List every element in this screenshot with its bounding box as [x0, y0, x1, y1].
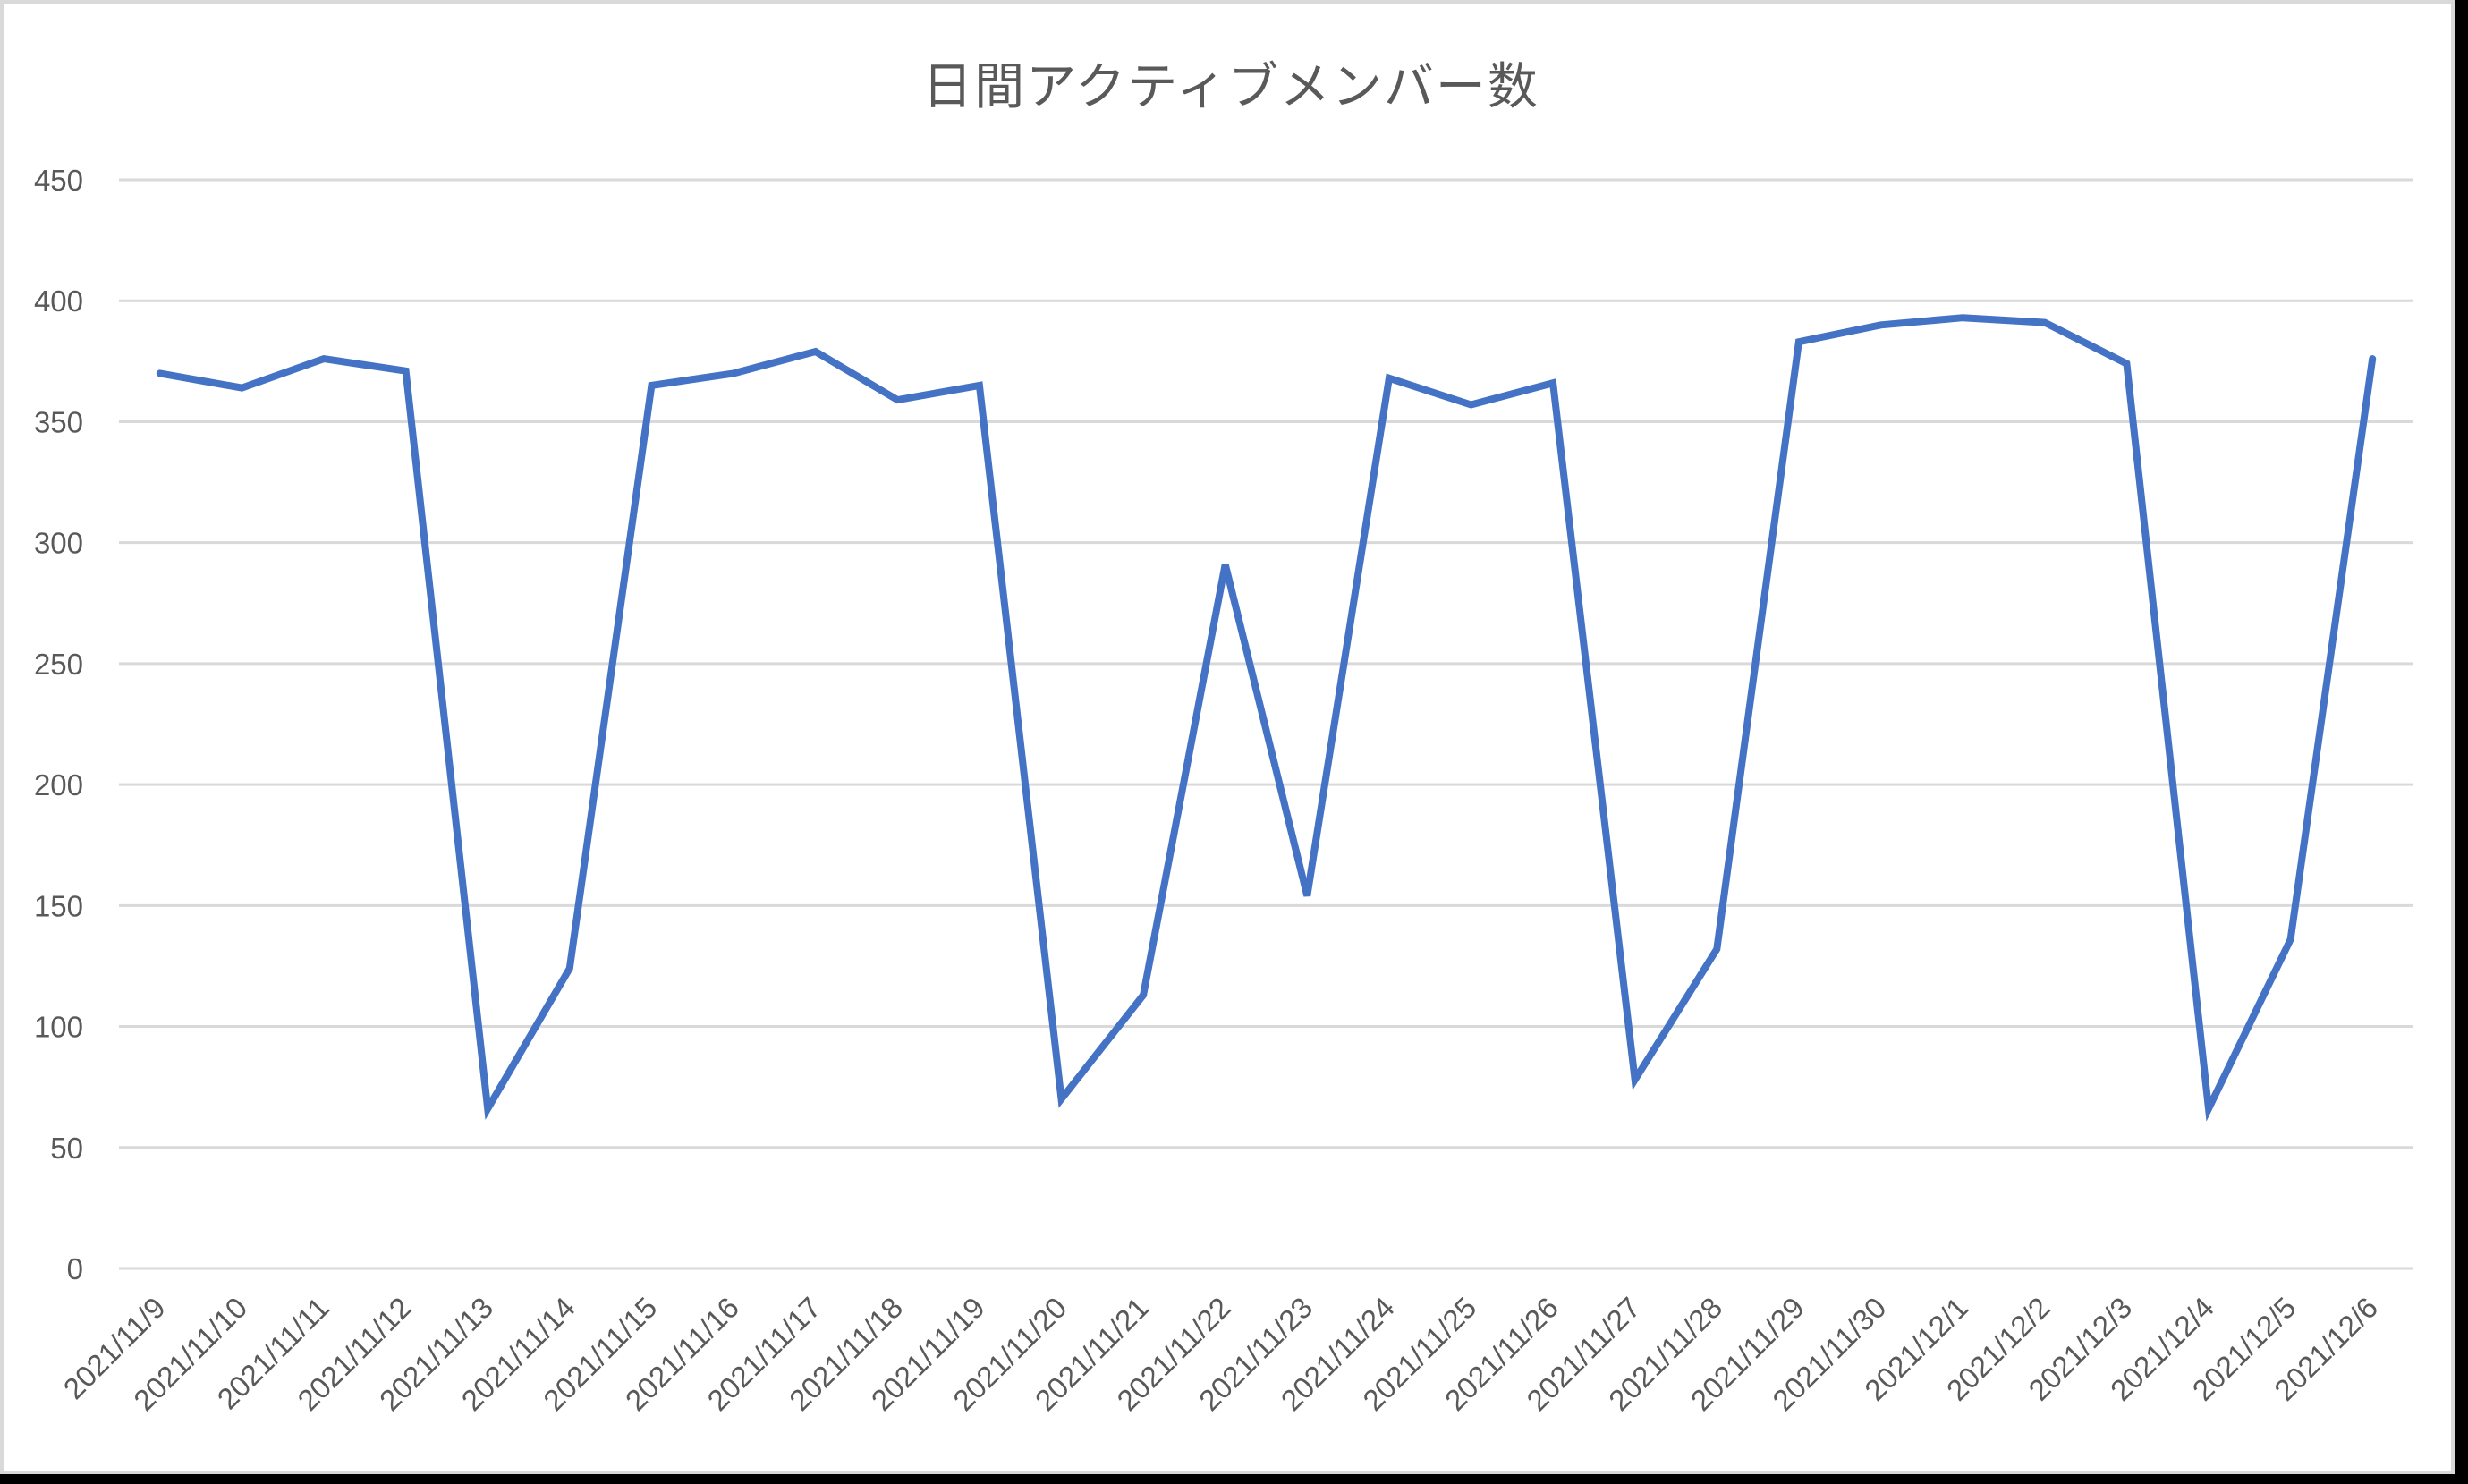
y-tick-label: 50 [50, 1132, 83, 1165]
y-tick-label: 450 [34, 164, 83, 197]
y-tick-label: 350 [34, 405, 83, 438]
x-axis: 2021/11/92021/11/102021/11/112021/11/122… [57, 1291, 2385, 1417]
series-daily-active-members[interactable] [156, 314, 2377, 1122]
y-tick-label: 150 [34, 889, 83, 922]
y-axis: 0 50 100 150 200 250 300 350 400 450 [34, 164, 83, 1285]
y-tick-label: 100 [34, 1011, 83, 1044]
chart-title: 日間アクティブメンバー数 [922, 58, 1539, 116]
y-tick-label: 400 [34, 284, 83, 318]
series-line[interactable] [156, 314, 2377, 1122]
y-tick-label: 250 [34, 648, 83, 681]
y-tick-label: 300 [34, 527, 83, 560]
gridlines [119, 178, 2413, 1270]
y-tick-label: 200 [34, 768, 83, 801]
y-tick-label: 0 [67, 1252, 83, 1285]
